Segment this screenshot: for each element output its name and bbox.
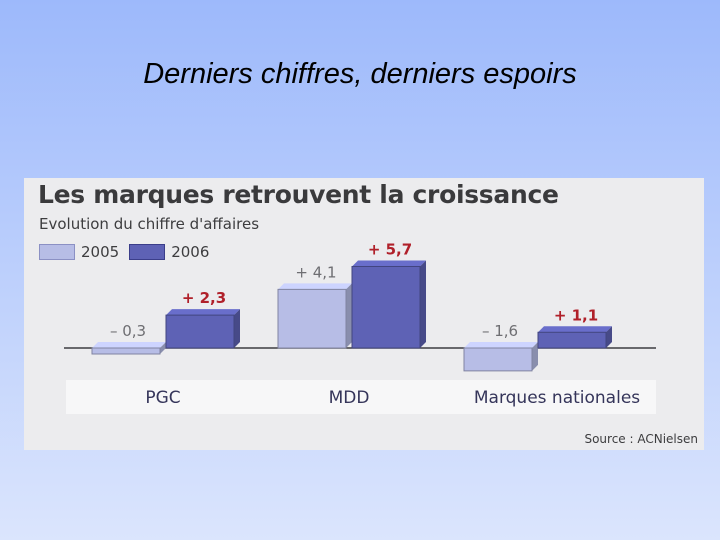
value-label-2005-1: + 4,1 xyxy=(295,263,336,281)
chart-title: Les marques retrouvent la croissance xyxy=(38,180,559,209)
bar-2005-pgc xyxy=(91,347,161,355)
value-label-2005-2: – 1,6 xyxy=(482,322,518,340)
bar-top-2005-0 xyxy=(92,342,166,348)
bar-side-2005-1 xyxy=(346,283,352,348)
legend-item-2006: 2006 xyxy=(129,243,209,261)
value-label-2005-0: – 0,3 xyxy=(110,322,146,340)
bar-side-2005-0 xyxy=(160,342,166,354)
value-label-2006-0: + 2,3 xyxy=(182,289,226,307)
bar-side-2006-1 xyxy=(420,260,426,348)
category-label-mdd: MDD xyxy=(329,388,370,408)
bar-2006-marques-nationales xyxy=(537,331,607,349)
bar-top-2006-0 xyxy=(166,309,240,316)
bar-side-2005-2 xyxy=(532,342,538,371)
category-band xyxy=(66,380,656,414)
slide-title: Derniers chiffres, derniers espoirs xyxy=(143,58,577,90)
value-label-2006-2: + 1,1 xyxy=(554,306,598,324)
chart-figure: – 0,3 + 2,3 PGC + 4,1 + 5,7 MDD – 1,6 + 1,1 Marq… xyxy=(24,178,704,450)
legend-swatch-2005 xyxy=(39,244,75,260)
bar-2006-mdd xyxy=(351,265,421,349)
legend-label-2006: 2006 xyxy=(171,243,210,261)
bar-top-2006-2 xyxy=(538,326,612,333)
chart-subtitle: Evolution du chiffre d'affaires xyxy=(39,215,260,233)
bar-side-2006-2 xyxy=(606,326,612,348)
bar-2006-pgc xyxy=(165,314,235,349)
bar-2005-mdd xyxy=(277,288,347,349)
bar-2005-marques-nationales xyxy=(463,347,533,372)
bar-side-2006-0 xyxy=(234,309,240,348)
bar-top-2005-2 xyxy=(464,342,538,348)
chart-legend: 2005 2006 xyxy=(39,242,219,262)
bar-chart: – 0,3 + 2,3 PGC + 4,1 + 5,7 MDD – 1,6 + 1,1 Marq… xyxy=(64,240,656,414)
bar-top-2005-1 xyxy=(278,283,352,290)
value-label-2006-1: + 5,7 xyxy=(368,240,412,258)
legend-swatch-2006 xyxy=(129,244,166,260)
chart-source: Source : ACNielsen xyxy=(584,432,698,446)
category-label-pgc: PGC xyxy=(145,388,180,408)
legend-label-2005: 2005 xyxy=(81,243,120,261)
legend-item-2005: 2005 xyxy=(39,243,119,261)
bar-top-2006-1 xyxy=(352,260,426,267)
category-label-marques-nationales: Marques nationales xyxy=(474,388,640,408)
